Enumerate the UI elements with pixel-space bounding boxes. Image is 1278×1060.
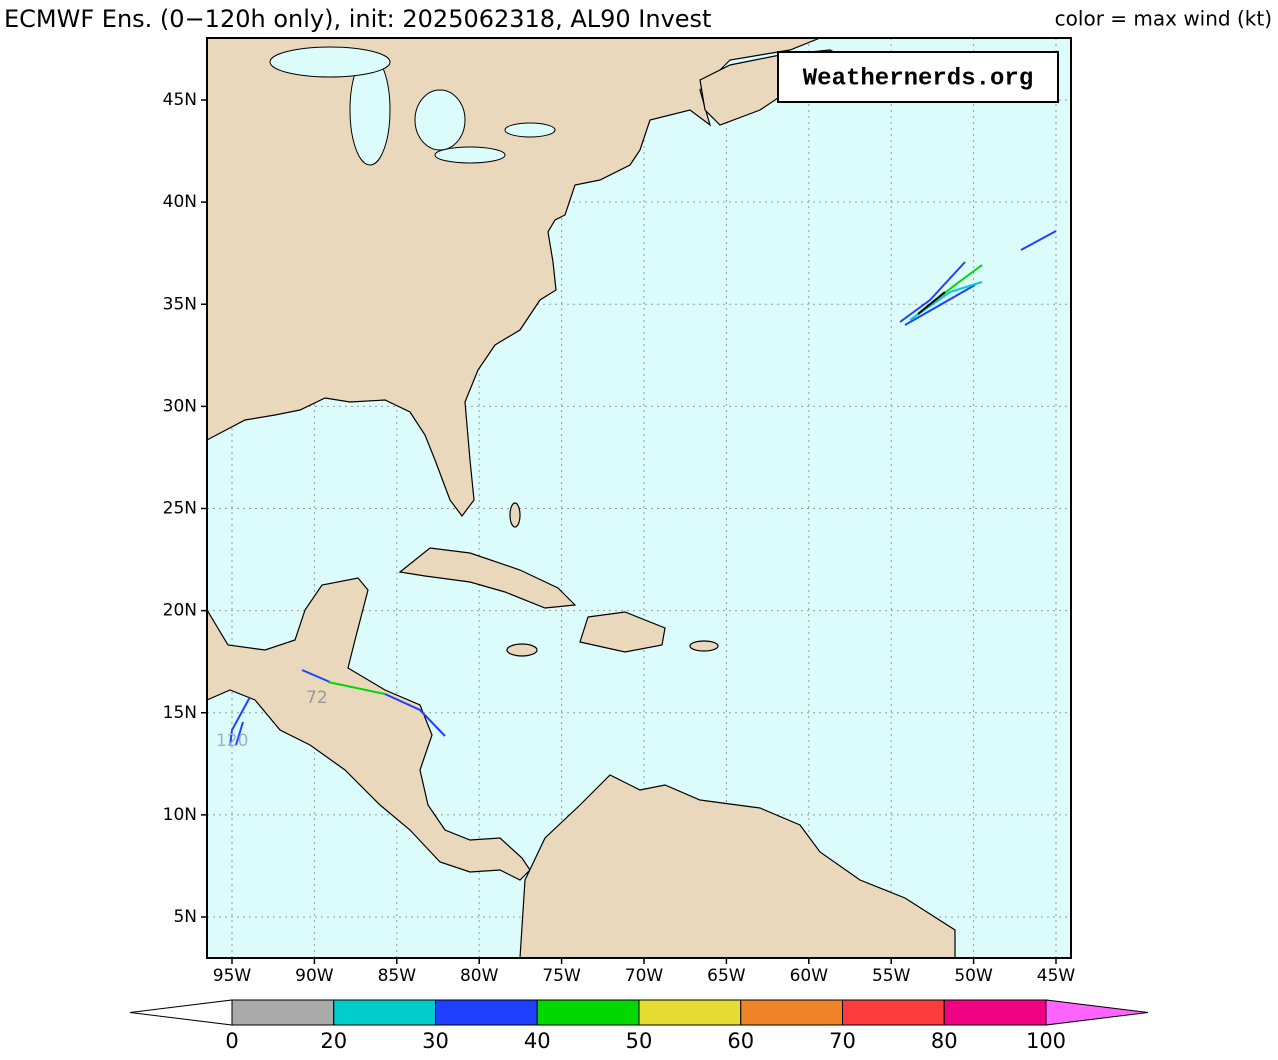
- puerto-rico: [689, 640, 719, 652]
- colorbar-segment: [842, 999, 945, 1026]
- hispaniola: [579, 611, 666, 653]
- central-america: [207, 577, 531, 881]
- colorbar-label: 30: [422, 1029, 449, 1053]
- colorbar-label: 100: [1026, 1029, 1066, 1053]
- cuba: [398, 547, 577, 609]
- watermark: Weathernerds.org: [803, 65, 1033, 92]
- colorbar-segment: [435, 999, 538, 1026]
- track: [899, 261, 966, 323]
- map-frame: [206, 37, 1072, 959]
- lat-label: 25N: [163, 499, 197, 519]
- track: [327, 681, 386, 695]
- lon-label: 95W: [213, 966, 252, 986]
- lon-label: 70W: [625, 966, 664, 986]
- lon-label: 85W: [378, 966, 417, 986]
- tracks: 72 120: [216, 230, 1057, 751]
- lon-label: 65W: [707, 966, 746, 986]
- lat-label: 20N: [163, 601, 197, 621]
- lat-label: 40N: [163, 192, 197, 212]
- colorbar-label: 0: [225, 1029, 238, 1053]
- track-label: 120: [216, 731, 248, 751]
- lake-erie: [434, 146, 506, 164]
- colorbar-label: 40: [524, 1029, 551, 1053]
- colorbar-segment: [536, 999, 640, 1026]
- lat-label: 45N: [163, 90, 197, 110]
- colorbar-label: 50: [626, 1029, 653, 1053]
- lat-label: 35N: [163, 294, 197, 314]
- lat-label: 5N: [173, 907, 197, 927]
- track: [301, 669, 331, 683]
- lat-label: 30N: [163, 396, 197, 416]
- watermark-box: [777, 51, 1059, 103]
- track: [1020, 230, 1057, 251]
- legend-title: color = max wind (kt): [1055, 7, 1272, 31]
- lat-label: 15N: [163, 703, 197, 723]
- colorbar-segment: [638, 999, 742, 1026]
- colorbar-label: 20: [320, 1029, 347, 1053]
- axes: 45N 40N 35N 30N 25N 20N 15N 10N 5N 95W 90W 85W 80W 75…: [163, 90, 1076, 986]
- track: [904, 284, 976, 326]
- south-america: [519, 774, 956, 958]
- lon-label: 60W: [790, 966, 829, 986]
- lon-label: 45W: [1037, 966, 1076, 986]
- colorbar-segment: [943, 999, 1047, 1026]
- colorbar-over: [1045, 999, 1149, 1026]
- colorbar-under: [129, 999, 233, 1026]
- land: [207, 38, 956, 958]
- colorbar-segment: [333, 999, 436, 1026]
- colorbar: 0 20 30 40 50 60 70 80 100: [129, 999, 1149, 1053]
- title: ECMWF Ens. (0−120h only), init: 20250623…: [4, 5, 711, 33]
- track: [917, 291, 946, 315]
- lon-label: 90W: [295, 966, 334, 986]
- colorbar-label: 70: [829, 1029, 856, 1053]
- track-label: 72: [306, 688, 328, 708]
- track: [384, 693, 446, 737]
- andros: [509, 502, 521, 528]
- colorbar-segment: [740, 999, 843, 1026]
- colorbar-label: 60: [727, 1029, 754, 1053]
- lake-ontario: [504, 122, 556, 138]
- lon-label: 50W: [954, 966, 993, 986]
- lon-label: 80W: [460, 966, 499, 986]
- colorbar-label: 80: [931, 1029, 958, 1053]
- track: [229, 696, 251, 747]
- colorbar-segment: [231, 999, 335, 1026]
- lon-label: 55W: [872, 966, 911, 986]
- track: [235, 721, 244, 746]
- lake-superior: [269, 46, 391, 78]
- lon-label: 75W: [542, 966, 581, 986]
- lat-label: 10N: [163, 805, 197, 825]
- jamaica: [506, 643, 538, 657]
- lake-huron: [414, 89, 466, 151]
